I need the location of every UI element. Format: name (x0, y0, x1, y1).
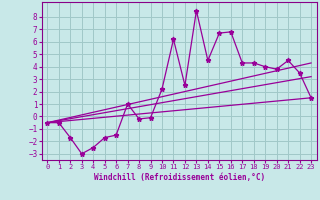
X-axis label: Windchill (Refroidissement éolien,°C): Windchill (Refroidissement éolien,°C) (94, 173, 265, 182)
